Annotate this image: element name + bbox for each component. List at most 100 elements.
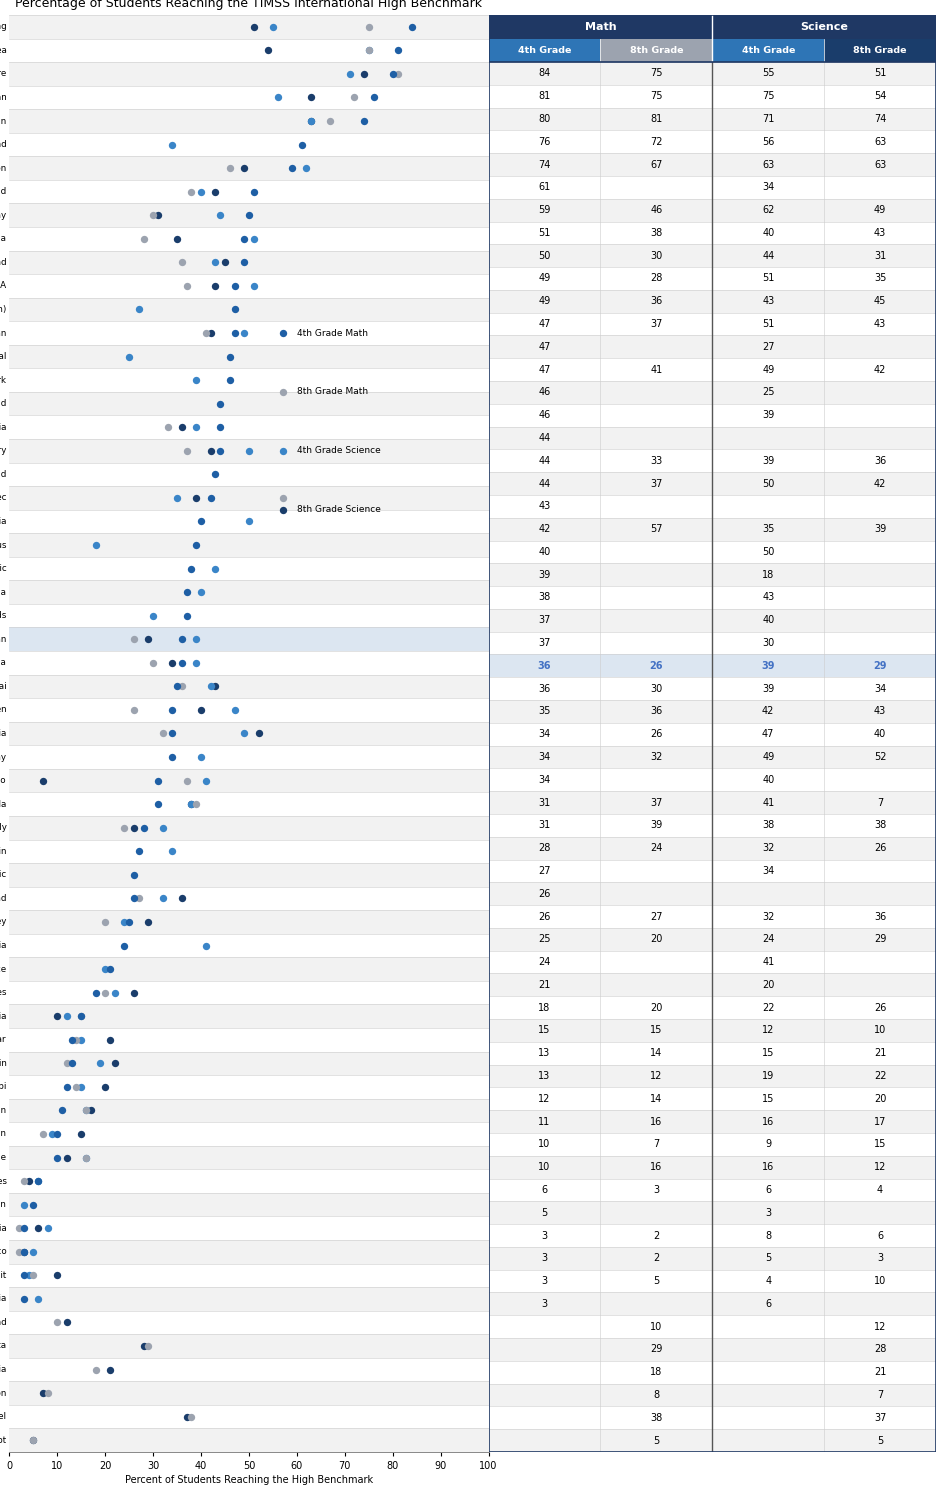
Point [126,981,141,1005]
Text: 40: 40 [874,729,886,739]
Text: 16: 16 [762,1163,774,1172]
Bar [489,609,936,632]
Text: 43: 43 [874,706,886,717]
Point [16,1263,31,1287]
Text: 37: 37 [651,797,663,807]
Bar [9,510,489,534]
Point [31,1169,46,1193]
Point [174,886,189,910]
Text: 54: 54 [874,91,886,101]
Bar [489,313,936,336]
Point [136,1334,151,1358]
Text: 50: 50 [762,547,774,556]
Text: 47: 47 [538,364,550,375]
Point [212,416,227,440]
Bar [9,1240,489,1264]
Text: 26: 26 [538,889,550,898]
Point [237,721,252,745]
Text: 21: 21 [874,1367,886,1377]
Bar [9,416,489,438]
Title: Percentage of Students Reaching the TIMSS International High Benchmark: Percentage of Students Reaching the TIMS… [16,0,482,9]
Text: 75: 75 [762,91,774,101]
Text: 33: 33 [651,455,663,466]
Text: 8th Grade: 8th Grade [630,45,683,54]
Point [165,133,180,157]
Point [208,180,223,204]
Text: 3: 3 [541,1299,548,1309]
Point [131,839,146,863]
Point [16,1240,31,1264]
Point [241,438,256,463]
Point [21,1263,36,1287]
Text: 15: 15 [874,1140,886,1149]
Text: 34: 34 [538,751,550,762]
Bar [489,107,936,130]
Text: 16: 16 [762,1116,774,1126]
Point [208,463,223,487]
Point [131,298,146,322]
Text: 22: 22 [874,1070,886,1081]
Bar [489,1383,936,1406]
Bar [9,627,489,652]
Bar [489,358,936,381]
Point [31,1169,46,1193]
Bar [489,1315,936,1338]
Text: 11: 11 [538,1116,550,1126]
Point [237,321,252,345]
Text: 3: 3 [765,1208,771,1217]
Bar [9,745,489,768]
Text: 39: 39 [762,455,774,466]
Point [151,792,166,816]
Text: 10: 10 [538,1140,550,1149]
Point [103,957,118,981]
Point [165,839,180,863]
Point [97,910,112,934]
Bar [825,38,936,62]
Bar [489,836,936,859]
Text: 12: 12 [762,1025,774,1036]
Text: 4: 4 [765,1276,771,1287]
Bar [489,1132,936,1155]
Text: 42: 42 [874,364,886,375]
Text: 39: 39 [762,410,774,420]
Text: 21: 21 [538,980,550,990]
Bar [9,627,489,652]
Text: 62: 62 [762,206,774,215]
Bar [489,15,712,38]
Bar [9,39,489,62]
Point [16,1287,31,1311]
Bar [9,534,489,556]
Point [65,1051,80,1075]
Bar [489,404,936,426]
Bar [9,133,489,156]
Bar [9,839,489,863]
Text: 17: 17 [874,1116,886,1126]
Point [174,674,189,699]
Point [179,438,194,463]
Bar [9,1287,489,1311]
Text: 28: 28 [538,844,550,853]
Bar [489,813,936,836]
Bar [712,15,936,38]
Point [208,674,223,699]
Text: 10: 10 [874,1025,886,1036]
Text: 30: 30 [651,251,663,260]
Text: 7: 7 [653,1140,660,1149]
Text: 34: 34 [762,183,774,192]
Point [357,109,372,133]
Text: 52: 52 [874,751,886,762]
Bar [9,369,489,392]
Text: 10: 10 [651,1321,663,1332]
Point [223,156,238,180]
Point [155,721,170,745]
Bar [9,180,489,204]
Point [285,156,300,180]
Text: 18: 18 [651,1367,663,1377]
Bar [9,1193,489,1217]
Point [237,156,252,180]
Bar [489,1064,936,1087]
Point [50,1122,65,1146]
Bar [9,15,489,39]
Bar [9,463,489,487]
Text: 38: 38 [762,821,774,830]
